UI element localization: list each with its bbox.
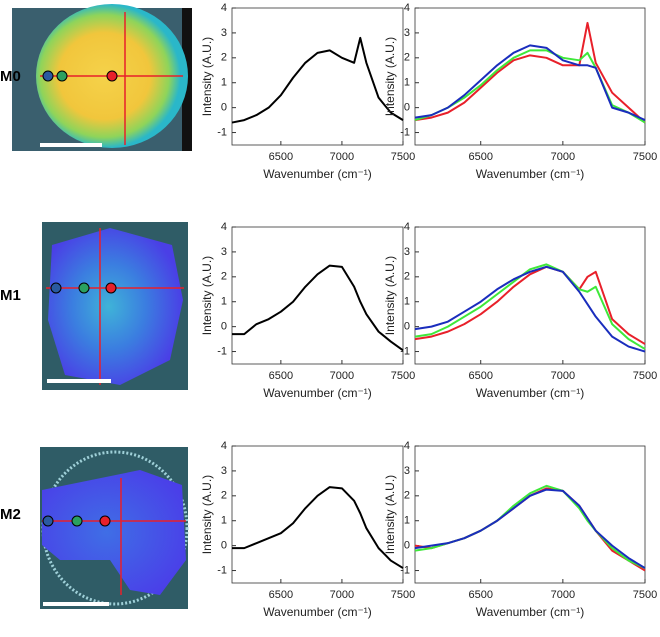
y-tick-label: -1: [217, 126, 227, 138]
row-label: M2: [0, 506, 21, 523]
x-tick-label: 6500: [269, 151, 293, 163]
x-tick-label: 6500: [468, 589, 492, 601]
x-tick-label: 7500: [391, 589, 415, 601]
x-tick-label: 7000: [330, 589, 354, 601]
x-axis-title: Wavenumber (cm⁻¹): [476, 386, 585, 400]
x-tick-label: 7500: [633, 370, 657, 382]
x-axis-title: Wavenumber (cm⁻¹): [263, 167, 372, 181]
y-tick-label: -1: [400, 345, 410, 357]
row-label: M0: [0, 68, 21, 85]
y-tick-label: -1: [400, 126, 410, 138]
y-tick-label: 3: [404, 27, 410, 39]
x-tick-label: 6500: [269, 370, 293, 382]
x-tick-label: 7000: [551, 589, 575, 601]
plot-frame: [414, 7, 646, 146]
y-tick-label: 0: [221, 321, 227, 333]
y-axis-title: Intensity (A.U.): [200, 37, 214, 116]
x-tick-label: 6500: [468, 151, 492, 163]
x-axis-title: Wavenumber (cm⁻¹): [263, 605, 372, 619]
x-tick-label: 7500: [633, 589, 657, 601]
y-tick-label: 0: [221, 102, 227, 114]
x-tick-label: 7500: [391, 151, 415, 163]
y-tick-label: -1: [217, 345, 227, 357]
y-tick-label: 2: [221, 271, 227, 283]
spectrum-line: [414, 44, 646, 122]
y-axis-title: Intensity (A.U.): [200, 475, 214, 554]
y-tick-label: 2: [221, 52, 227, 64]
y-tick-label: 3: [404, 465, 410, 477]
spectrum-line: [232, 264, 404, 352]
y-tick-label: 1: [221, 77, 227, 89]
y-tick-label: 2: [221, 490, 227, 502]
y-axis-title: Intensity (A.U.): [383, 475, 397, 554]
y-tick-label: 4: [404, 440, 410, 452]
spectrum-line: [414, 265, 646, 353]
spectrum-line: [231, 36, 404, 124]
plot-frame: [414, 445, 646, 584]
y-tick-label: 1: [404, 296, 410, 308]
y-tick-label: 0: [404, 540, 410, 552]
y-axis-title: Intensity (A.U.): [383, 256, 397, 335]
y-tick-label: 2: [404, 271, 410, 283]
y-axis-title: Intensity (A.U.): [200, 256, 214, 335]
map-image: [42, 222, 188, 390]
x-axis-title: Wavenumber (cm⁻¹): [476, 605, 585, 619]
spectrum-line: [414, 488, 646, 569]
x-tick-label: 6500: [468, 370, 492, 382]
y-tick-label: 3: [221, 27, 227, 39]
map-image: [40, 447, 189, 609]
y-tick-label: 1: [221, 296, 227, 308]
y-tick-label: 0: [404, 321, 410, 333]
y-tick-label: -1: [217, 564, 227, 576]
y-tick-label: 3: [221, 465, 227, 477]
y-tick-label: 3: [404, 246, 410, 258]
plot-frame: [414, 226, 646, 365]
x-tick-label: 7500: [633, 151, 657, 163]
plot-frame: [231, 445, 404, 584]
y-tick-label: 0: [221, 540, 227, 552]
x-tick-label: 7000: [551, 151, 575, 163]
plot-frame: [231, 7, 404, 146]
y-tick-label: 3: [221, 246, 227, 258]
y-tick-label: 4: [404, 2, 410, 14]
y-tick-label: 4: [221, 221, 227, 233]
y-tick-label: 4: [221, 2, 227, 14]
spectrum-line: [232, 486, 404, 569]
row-label: M1: [0, 287, 21, 304]
x-tick-label: 7000: [551, 370, 575, 382]
y-tick-label: 2: [404, 490, 410, 502]
y-tick-label: 4: [221, 440, 227, 452]
x-tick-label: 7500: [391, 370, 415, 382]
plot-frame: [231, 226, 404, 365]
spectrum-line: [414, 265, 646, 345]
x-tick-label: 7000: [330, 151, 354, 163]
y-tick-label: 1: [404, 77, 410, 89]
y-tick-label: 2: [404, 52, 410, 64]
spectrum-line: [414, 21, 646, 124]
y-tick-label: 1: [404, 515, 410, 527]
spectrum-line: [414, 263, 646, 350]
x-tick-label: 6500: [269, 589, 293, 601]
map-image: [12, 4, 192, 151]
y-axis-title: Intensity (A.U.): [383, 37, 397, 116]
y-tick-label: -1: [400, 564, 410, 576]
y-tick-label: 1: [221, 515, 227, 527]
y-tick-label: 4: [404, 221, 410, 233]
x-axis-title: Wavenumber (cm⁻¹): [263, 386, 372, 400]
y-tick-label: 0: [404, 102, 410, 114]
x-axis-title: Wavenumber (cm⁻¹): [476, 167, 585, 181]
x-tick-label: 7000: [330, 370, 354, 382]
